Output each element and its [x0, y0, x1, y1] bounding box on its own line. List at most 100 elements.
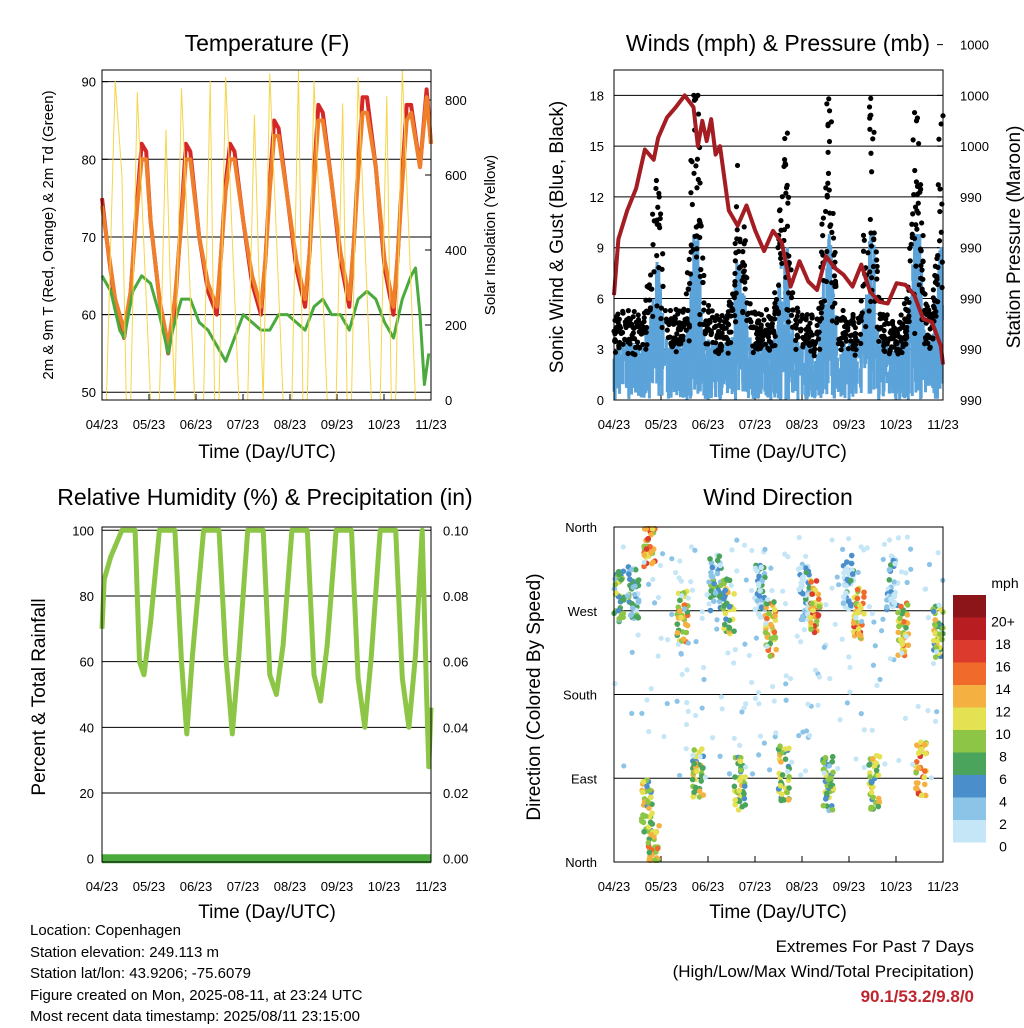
direction-point: [750, 771, 755, 776]
y-tick-label: West: [568, 604, 598, 619]
y-tick-label: South: [563, 688, 597, 703]
gust-point: [937, 238, 942, 243]
gust-point: [816, 336, 821, 341]
gust-point: [785, 131, 790, 136]
x-tick-label: 07/23: [227, 417, 260, 432]
direction-point: [669, 612, 674, 617]
gust-point: [826, 96, 831, 101]
direction-point: [673, 570, 678, 575]
direction-point: [827, 763, 832, 768]
legend-label: 14: [995, 681, 1011, 697]
direction-point: [859, 619, 864, 624]
direction-point: [897, 616, 903, 622]
y2-tick-label: 1000: [960, 38, 989, 53]
direction-point: [714, 626, 719, 631]
gust-point: [805, 312, 810, 317]
gust-point: [672, 318, 677, 323]
y-tick-label: 90: [82, 75, 96, 90]
wind-speed-point: [741, 333, 744, 392]
direction-point: [629, 711, 634, 716]
gust-point: [793, 347, 798, 352]
direction-point: [639, 818, 645, 824]
wind-speed-point: [871, 351, 874, 364]
gust-point: [919, 220, 924, 225]
station-info: Location: Copenhagen Station elevation: …: [30, 920, 362, 1028]
gust-point: [651, 269, 656, 274]
direction-point: [862, 727, 867, 732]
x-tick-label: 06/23: [692, 879, 725, 894]
gust-peak-point: [781, 164, 786, 169]
direction-point: [636, 577, 642, 583]
direction-point: [706, 601, 711, 606]
gust-point: [733, 241, 738, 246]
wind-speed-point: [868, 301, 871, 342]
gust-point: [853, 342, 858, 347]
gust-point: [619, 331, 624, 336]
wind-speed-point: [849, 351, 852, 372]
y-tick-label: 40: [80, 720, 94, 735]
direction-point: [823, 602, 828, 607]
direction-point: [844, 559, 850, 565]
legend-title: mph: [991, 575, 1018, 591]
gust-point: [900, 321, 905, 326]
gust-point: [898, 338, 903, 343]
wind-speed-point: [903, 352, 906, 373]
direction-point: [742, 642, 747, 647]
gust-point: [703, 318, 708, 323]
gust-peak-point: [868, 113, 873, 118]
gust-point: [876, 339, 881, 344]
direction-point: [933, 719, 938, 724]
direction-point: [805, 702, 810, 707]
direction-point: [621, 544, 626, 549]
legend-swatch: [953, 595, 986, 618]
gust-point: [910, 235, 915, 240]
gust-point: [654, 303, 659, 308]
direction-point: [932, 630, 938, 636]
gust-point: [829, 230, 834, 235]
direction-point: [700, 616, 705, 621]
wind-speed-point: [816, 369, 819, 383]
direction-point: [898, 637, 904, 643]
gust-point: [807, 321, 812, 326]
gust-point: [868, 217, 873, 222]
direction-point: [650, 559, 656, 565]
direction-point: [690, 794, 696, 800]
direction-point: [697, 749, 703, 755]
wind-speed-point: [636, 367, 639, 377]
direction-point: [648, 832, 654, 838]
wind-direction-panel: Wind Direction NorthEastSouthWestNorth04…: [524, 484, 1019, 923]
direction-point: [905, 534, 910, 539]
gust-point: [694, 185, 699, 190]
direction-point: [903, 625, 909, 631]
gust-point: [754, 331, 759, 336]
gust-point: [698, 267, 703, 272]
direction-point: [749, 548, 754, 553]
x-tick-label: 08/23: [274, 417, 307, 432]
direction-point: [858, 633, 864, 639]
x-tick-label: 04/23: [86, 417, 119, 432]
direction-point: [856, 626, 862, 632]
direction-point: [918, 747, 924, 753]
wind-speed-point: [627, 374, 630, 388]
direction-point: [829, 586, 834, 591]
gust-point: [853, 335, 858, 340]
direction-point: [636, 599, 642, 605]
gust-point: [692, 234, 697, 239]
gust-point: [795, 309, 800, 314]
wind-speed-point: [915, 327, 918, 386]
gust-point: [869, 169, 874, 174]
wind-speed-point: [660, 336, 663, 382]
gust-point: [658, 216, 663, 221]
y2-tick-label: 990: [960, 241, 982, 256]
gust-point: [701, 300, 706, 305]
gust-point: [935, 265, 940, 270]
gust-point: [778, 218, 783, 223]
direction-point: [871, 663, 876, 668]
gust-point: [750, 325, 755, 330]
legend-swatch: [953, 820, 986, 843]
direction-point: [641, 552, 647, 558]
gust-point: [874, 257, 879, 262]
gust-point: [677, 339, 682, 344]
direction-point: [665, 701, 670, 706]
direction-point: [798, 565, 803, 570]
